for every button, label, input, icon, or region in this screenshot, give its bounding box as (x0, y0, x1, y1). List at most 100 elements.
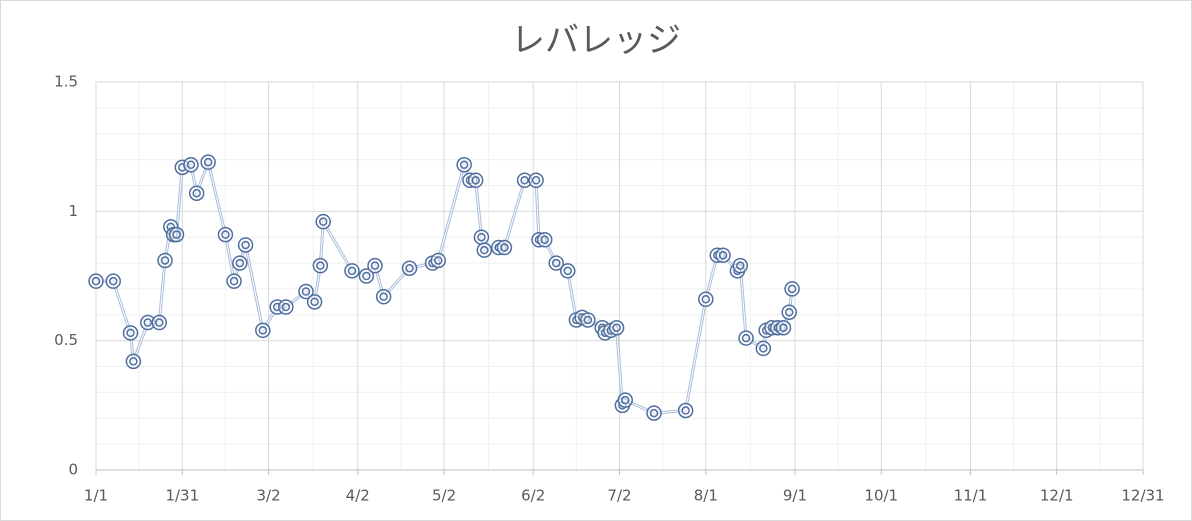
x-tick-label: 4/2 (346, 487, 370, 505)
marker-inner (477, 232, 486, 242)
marker (528, 172, 544, 189)
marker-inner (362, 271, 371, 281)
marker (157, 252, 173, 269)
x-tick-label: 12/1 (1040, 487, 1074, 505)
marker-outer (125, 353, 142, 370)
marker-outer (344, 263, 360, 279)
marker-outer (183, 157, 199, 173)
marker-outer (232, 255, 248, 271)
marker-inner (583, 315, 593, 325)
marker (698, 291, 714, 308)
marker (232, 255, 248, 271)
x-tick-label: 1/1 (84, 487, 108, 505)
marker (375, 288, 392, 305)
marker-inner (741, 333, 751, 343)
marker (456, 157, 472, 173)
marker (617, 392, 634, 408)
marker (298, 283, 314, 300)
marker-inner (736, 261, 745, 270)
marker-inner (186, 160, 196, 170)
marker-outer (122, 325, 139, 341)
marker-outer (188, 185, 205, 201)
marker (151, 314, 168, 331)
marker-inner (301, 287, 311, 296)
marker-outer (476, 242, 493, 258)
marker-outer (536, 232, 553, 248)
marker (496, 239, 513, 256)
marker-outer (784, 281, 800, 297)
marker (125, 353, 142, 370)
marker (755, 340, 772, 357)
marker (237, 237, 254, 253)
y-tick-label: 0.5 (54, 331, 78, 349)
marker-inner (563, 266, 572, 276)
marker (738, 330, 754, 346)
marker (200, 154, 216, 170)
marker-outer (358, 268, 375, 284)
marker-inner (471, 176, 480, 185)
marker-inner (540, 235, 549, 245)
marker-inner (160, 256, 170, 265)
marker-inner (241, 240, 250, 250)
marker (122, 325, 139, 341)
marker-inner (718, 251, 728, 260)
marker-inner (681, 406, 690, 415)
marker-outer (580, 312, 596, 328)
marker-outer (255, 322, 271, 339)
marker-outer (677, 402, 694, 419)
marker (358, 268, 375, 284)
x-tick-label: 1/31 (165, 487, 199, 505)
marker-inner (531, 176, 541, 185)
marker-inner (129, 357, 138, 366)
marker (312, 257, 329, 274)
marker-inner (370, 261, 380, 270)
marker (188, 185, 205, 201)
marker (306, 294, 323, 310)
marker-inner (172, 230, 181, 239)
marker (775, 319, 792, 336)
chart-title: レバレッジ (511, 21, 681, 61)
marker-inner (281, 302, 291, 312)
x-tick-label: 5/2 (432, 487, 456, 505)
marker-outer (217, 226, 234, 243)
marker-outer (168, 226, 185, 243)
x-tick-label: 11/1 (954, 487, 988, 505)
marker-outer (715, 247, 731, 264)
marker-outer (467, 172, 484, 189)
marker-outer (306, 294, 323, 310)
marker-inner (701, 295, 711, 304)
marker (608, 319, 625, 336)
marker-outer (312, 257, 329, 274)
marker-inner (551, 258, 561, 268)
x-tick-label: 6/2 (521, 487, 545, 505)
marker-inner (235, 258, 245, 268)
marker-inner (787, 284, 797, 294)
marker (367, 257, 383, 274)
marker-outer (738, 330, 754, 346)
y-tick-label: 1 (68, 202, 78, 220)
marker (105, 273, 122, 289)
marker-inner (434, 256, 443, 265)
x-tick-label: 7/2 (607, 487, 631, 505)
marker (315, 213, 331, 230)
marker (580, 312, 596, 328)
marker-outer (226, 273, 242, 289)
marker (536, 232, 553, 248)
marker (183, 157, 199, 173)
marker-inner (347, 266, 357, 276)
marker-inner (192, 188, 201, 198)
marker-inner (784, 307, 794, 317)
marker (467, 172, 484, 189)
marker-inner (221, 230, 230, 239)
x-tick-label: 12/31 (1121, 487, 1164, 505)
marker (784, 281, 800, 297)
marker (217, 226, 234, 243)
marker-inner (405, 263, 414, 273)
marker-inner (318, 217, 328, 226)
marker-outer (237, 237, 254, 253)
marker-outer (755, 340, 772, 357)
marker-outer (548, 255, 564, 271)
marker-outer (775, 319, 792, 336)
